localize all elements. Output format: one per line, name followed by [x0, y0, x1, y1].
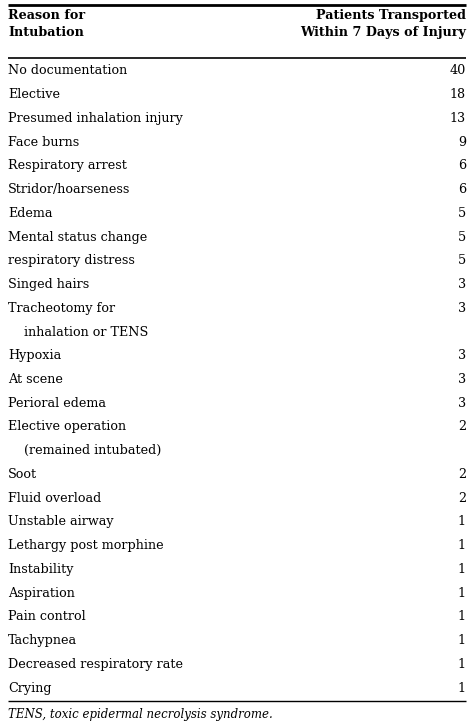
Text: 2: 2 [458, 468, 466, 481]
Text: Intubation: Intubation [8, 26, 84, 39]
Text: Tracheotomy for: Tracheotomy for [8, 302, 115, 314]
Text: 5: 5 [458, 207, 466, 220]
Text: 3: 3 [458, 397, 466, 410]
Text: Soot: Soot [8, 468, 37, 481]
Text: Perioral edema: Perioral edema [8, 397, 106, 410]
Text: 3: 3 [458, 278, 466, 291]
Text: respiratory distress: respiratory distress [8, 254, 135, 267]
Text: Edema: Edema [8, 207, 53, 220]
Text: Elective: Elective [8, 88, 60, 101]
Text: 1: 1 [458, 658, 466, 671]
Text: 1: 1 [458, 515, 466, 529]
Text: 18: 18 [450, 88, 466, 101]
Text: 40: 40 [450, 64, 466, 77]
Text: Fluid overload: Fluid overload [8, 491, 101, 505]
Text: Instability: Instability [8, 563, 73, 576]
Text: 2: 2 [458, 421, 466, 433]
Text: 2: 2 [458, 491, 466, 505]
Text: 1: 1 [458, 681, 466, 695]
Text: Respiratory arrest: Respiratory arrest [8, 159, 127, 173]
Text: 1: 1 [458, 587, 466, 600]
Text: Tachypnea: Tachypnea [8, 634, 77, 647]
Text: 1: 1 [458, 610, 466, 623]
Text: Elective operation: Elective operation [8, 421, 126, 433]
Text: TENS, toxic epidermal necrolysis syndrome.: TENS, toxic epidermal necrolysis syndrom… [8, 708, 273, 721]
Text: Singed hairs: Singed hairs [8, 278, 89, 291]
Text: 6: 6 [458, 159, 466, 173]
Text: 5: 5 [458, 231, 466, 244]
Text: Reason for: Reason for [8, 9, 85, 22]
Text: Unstable airway: Unstable airway [8, 515, 114, 529]
Text: 1: 1 [458, 634, 466, 647]
Text: 9: 9 [458, 135, 466, 149]
Text: 3: 3 [458, 373, 466, 386]
Text: 3: 3 [458, 302, 466, 314]
Text: 5: 5 [458, 254, 466, 267]
Text: No documentation: No documentation [8, 64, 127, 77]
Text: Presumed inhalation injury: Presumed inhalation injury [8, 112, 183, 124]
Text: 1: 1 [458, 563, 466, 576]
Text: 1: 1 [458, 539, 466, 552]
Text: (remained intubated): (remained intubated) [8, 444, 161, 457]
Text: 3: 3 [458, 349, 466, 363]
Text: 6: 6 [458, 183, 466, 196]
Text: Hypoxia: Hypoxia [8, 349, 61, 363]
Text: Pain control: Pain control [8, 610, 86, 623]
Text: Patients Transported: Patients Transported [316, 9, 466, 22]
Text: At scene: At scene [8, 373, 63, 386]
Text: Crying: Crying [8, 681, 52, 695]
Text: Lethargy post morphine: Lethargy post morphine [8, 539, 164, 552]
Text: Face burns: Face burns [8, 135, 79, 149]
Text: Stridor/hoarseness: Stridor/hoarseness [8, 183, 130, 196]
Text: 13: 13 [450, 112, 466, 124]
Text: inhalation or TENS: inhalation or TENS [8, 325, 148, 339]
Text: Aspiration: Aspiration [8, 587, 75, 600]
Text: Mental status change: Mental status change [8, 231, 147, 244]
Text: Decreased respiratory rate: Decreased respiratory rate [8, 658, 183, 671]
Text: Within 7 Days of Injury: Within 7 Days of Injury [300, 26, 466, 39]
